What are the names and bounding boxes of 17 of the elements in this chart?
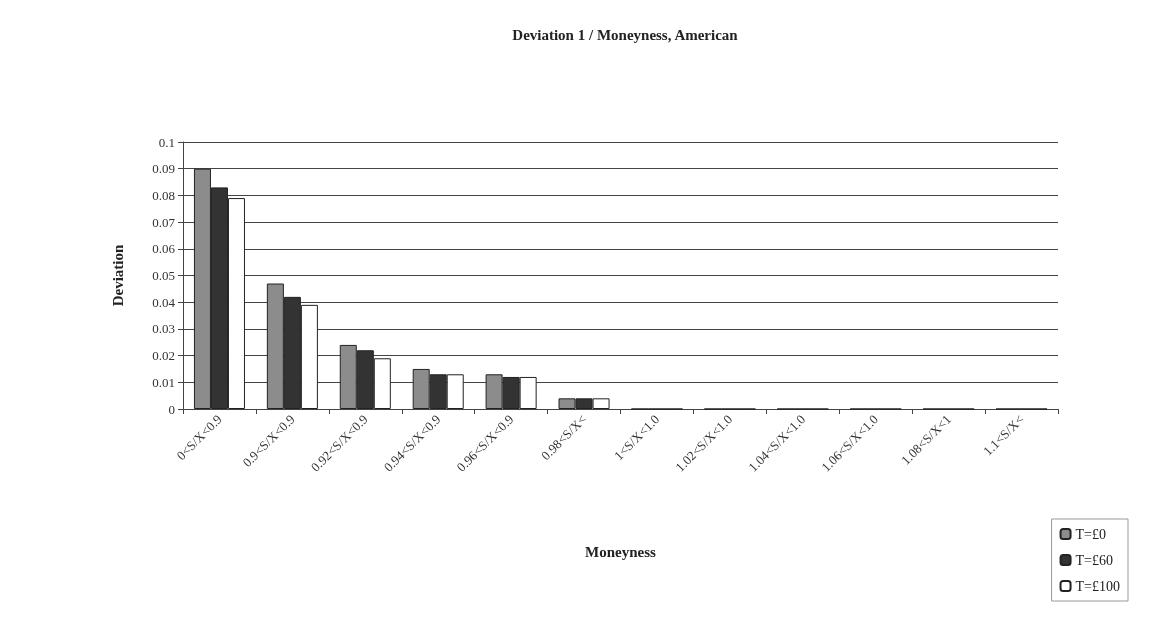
y-tick-label: 0.07 — [152, 214, 176, 230]
y-axis-title: Deviation — [109, 244, 126, 307]
y-tick-label: 0 — [168, 401, 175, 417]
legend-label: T=£60 — [1075, 552, 1114, 568]
y-tick-label: 0.02 — [152, 348, 175, 364]
y-tick-label: 0.04 — [152, 294, 176, 310]
y-tick-label: 0.05 — [152, 268, 175, 283]
y-tick-label: 0.08 — [152, 187, 175, 203]
legend-label: T=£0 — [1075, 526, 1107, 542]
y-tick-label: 0.06 — [152, 241, 176, 257]
x-axis-title: Moneyness — [585, 543, 657, 560]
y-tick-label: 0.09 — [152, 161, 175, 177]
legend-label: T=£100 — [1075, 578, 1121, 594]
y-tick-label: 0.03 — [152, 321, 175, 337]
y-tick-label: 0.01 — [152, 374, 175, 390]
y-tick-label: 0.1 — [158, 134, 175, 150]
chart-title: Deviation 1 / Moneyness, American — [512, 26, 739, 43]
